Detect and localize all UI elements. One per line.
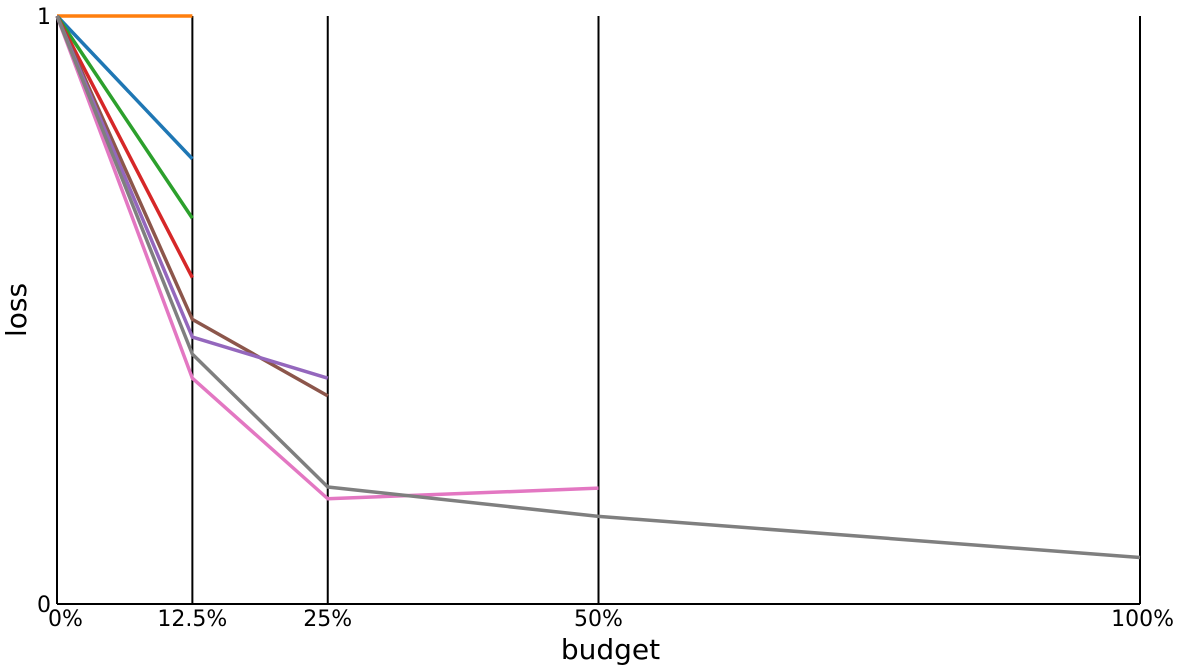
vertical-gridlines (56, 16, 1141, 604)
x-axis-label: budget (561, 633, 660, 666)
series-line-5 (55, 15, 329, 380)
series-line-7 (55, 15, 1141, 560)
series-line-2 (55, 15, 194, 220)
y-axis-label: loss (0, 283, 33, 337)
x-tick-label-1: 12.5% (157, 607, 227, 632)
series-line-6 (55, 15, 599, 501)
x-tick-label-0: 0% (48, 607, 83, 632)
series-line-4 (55, 15, 329, 398)
series-layer (55, 14, 1141, 560)
y-tick-labels: 01 (37, 5, 51, 618)
y-tick-label-0: 0 (37, 593, 51, 618)
x-tick-label-3: 50% (574, 607, 623, 632)
x-tick-labels: 0% 12.5% 25% 50% 100% (48, 607, 1174, 632)
series-line-3 (55, 15, 194, 279)
x-tick-label-4: 100% (1111, 607, 1174, 632)
series-line-1 (55, 14, 194, 161)
y-tick-label-1: 1 (37, 5, 51, 30)
x-tick-label-2: 25% (303, 607, 352, 632)
